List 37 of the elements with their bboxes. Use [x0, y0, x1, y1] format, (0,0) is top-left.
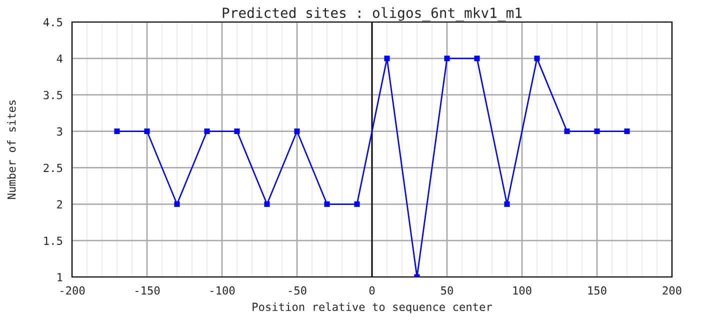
- point: [324, 201, 330, 207]
- x-tick-label: 50: [441, 286, 453, 295]
- x-axis-title: Position relative to sequence center: [252, 302, 492, 314]
- y-tick-label: 3: [57, 127, 62, 136]
- y-axis-title: Number of sites: [7, 100, 16, 199]
- x-tick-label: -100: [210, 286, 235, 295]
- point: [624, 128, 630, 134]
- y-tick-label: 4: [56, 54, 62, 63]
- x-tick-label: -200: [60, 286, 85, 295]
- point: [174, 201, 180, 207]
- y-tick-label: 4.5: [43, 18, 62, 26]
- point: [114, 128, 120, 134]
- y-tick-label: 1.5: [44, 236, 62, 245]
- x-tick-label: 0: [369, 286, 375, 295]
- point: [534, 56, 540, 62]
- point: [204, 128, 210, 134]
- x-tick-label: 150: [588, 286, 606, 295]
- y-tick-label: 2: [57, 200, 62, 208]
- point: [564, 128, 570, 134]
- chart-title: Predicted sites : oligos_6nt_mkv1_m1: [222, 7, 522, 22]
- x-tick-label: -50: [288, 286, 306, 295]
- point: [504, 201, 510, 207]
- point: [474, 56, 480, 62]
- point: [594, 128, 600, 134]
- y-tick-label: 1: [58, 273, 62, 282]
- point: [444, 56, 450, 62]
- x-tick-label: 100: [513, 286, 532, 295]
- x-tick-label: 200: [662, 286, 682, 295]
- point: [234, 128, 240, 134]
- point: [144, 128, 150, 134]
- x-tick-label: -150: [136, 286, 160, 295]
- y-tick-label: 3.5: [44, 90, 62, 100]
- point: [384, 56, 390, 62]
- y-tick-label: 2.5: [44, 164, 62, 172]
- point: [354, 201, 360, 207]
- point: [294, 128, 300, 134]
- point: [264, 201, 270, 207]
